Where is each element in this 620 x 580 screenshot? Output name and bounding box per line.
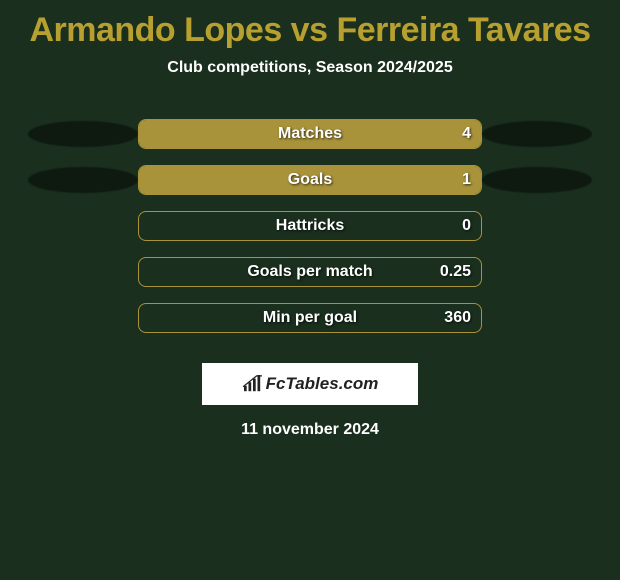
page-title: Armando Lopes vs Ferreira Tavares <box>17 4 602 55</box>
stat-bar: Goals 1 <box>138 165 482 195</box>
stat-value: 360 <box>444 309 471 327</box>
stat-value: 4 <box>462 125 471 143</box>
stat-label: Goals <box>288 171 332 189</box>
date-text: 11 november 2024 <box>241 421 379 439</box>
stat-value: 0 <box>462 217 471 235</box>
stat-row: Goals 1 <box>18 165 602 195</box>
stat-row: Hattricks 0 <box>18 211 602 241</box>
spacer-left <box>28 213 138 239</box>
spacer-right <box>482 305 592 331</box>
stat-bar: Min per goal 360 <box>138 303 482 333</box>
stats-card: Armando Lopes vs Ferreira Tavares Club c… <box>0 0 620 439</box>
stat-bar: Hattricks 0 <box>138 211 482 241</box>
page-subtitle: Club competitions, Season 2024/2025 <box>167 59 452 77</box>
spacer-right <box>482 259 592 285</box>
stat-row: Matches 4 <box>18 119 602 149</box>
stat-bar: Goals per match 0.25 <box>138 257 482 287</box>
stat-label: Hattricks <box>276 217 344 235</box>
stat-bar: Matches 4 <box>138 119 482 149</box>
stat-label: Matches <box>278 125 342 143</box>
spacer-right <box>482 213 592 239</box>
brand-text: FcTables.com <box>266 374 379 394</box>
stat-label: Goals per match <box>247 263 372 281</box>
stat-value: 1 <box>462 171 471 189</box>
shadow-oval-right <box>482 121 592 147</box>
shadow-oval-left <box>28 167 138 193</box>
spacer-left <box>28 259 138 285</box>
stats-list: Matches 4 Goals 1 Hattricks 0 Goals per match 0… <box>18 119 602 349</box>
stat-value: 0.25 <box>440 263 471 281</box>
chart-icon <box>242 375 264 393</box>
shadow-oval-right <box>482 167 592 193</box>
stat-row: Goals per match 0.25 <box>18 257 602 287</box>
stat-label: Min per goal <box>263 309 357 327</box>
brand-badge: FcTables.com <box>202 363 418 405</box>
stat-row: Min per goal 360 <box>18 303 602 333</box>
spacer-left <box>28 305 138 331</box>
shadow-oval-left <box>28 121 138 147</box>
